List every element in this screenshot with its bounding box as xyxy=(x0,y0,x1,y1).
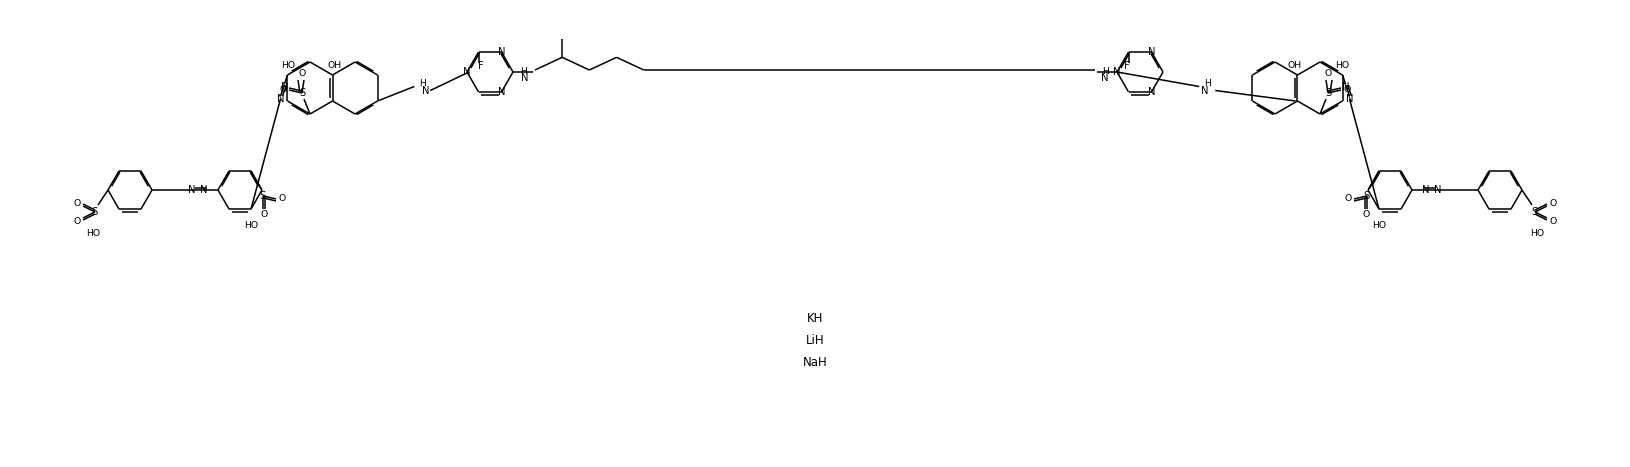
Text: N: N xyxy=(1102,73,1108,83)
Text: O: O xyxy=(1324,70,1332,78)
Text: HO: HO xyxy=(86,229,99,239)
Text: O: O xyxy=(73,217,80,226)
Text: N: N xyxy=(422,86,429,97)
Text: N: N xyxy=(1346,94,1353,104)
Text: N: N xyxy=(1434,185,1443,195)
Text: H: H xyxy=(419,79,425,88)
Text: O: O xyxy=(279,85,287,94)
Text: N: N xyxy=(1423,185,1430,195)
Text: S: S xyxy=(1364,191,1371,201)
Text: H: H xyxy=(1102,66,1110,76)
Text: N: N xyxy=(1148,47,1156,57)
Text: H: H xyxy=(1205,79,1211,88)
Text: OH: OH xyxy=(1288,61,1302,70)
Text: HO: HO xyxy=(1372,221,1386,230)
Text: O: O xyxy=(1550,198,1557,207)
Text: N: N xyxy=(200,185,207,195)
Text: KH: KH xyxy=(807,311,823,325)
Text: N: N xyxy=(187,185,196,195)
Text: N: N xyxy=(1341,82,1350,92)
Text: O: O xyxy=(1363,211,1369,219)
Text: F: F xyxy=(478,61,484,71)
Text: OH: OH xyxy=(328,61,342,70)
Text: S: S xyxy=(1532,207,1539,217)
Text: S: S xyxy=(298,88,305,98)
Text: N: N xyxy=(497,47,505,57)
Text: HO: HO xyxy=(1335,62,1350,71)
Text: N: N xyxy=(1148,87,1156,97)
Text: NaH: NaH xyxy=(802,355,828,368)
Text: O: O xyxy=(279,194,285,204)
Text: N: N xyxy=(280,82,289,92)
Text: O: O xyxy=(1345,194,1351,204)
Text: O: O xyxy=(73,198,80,207)
Text: O: O xyxy=(261,211,267,219)
Text: N: N xyxy=(1201,86,1208,97)
Text: HO: HO xyxy=(280,62,295,71)
Text: N: N xyxy=(1113,67,1121,77)
Text: N: N xyxy=(277,94,284,104)
Text: HO: HO xyxy=(1531,229,1544,239)
Text: HO: HO xyxy=(244,221,258,230)
Text: O: O xyxy=(1550,217,1557,226)
Text: F: F xyxy=(1123,61,1130,71)
Text: O: O xyxy=(298,70,306,78)
Text: S: S xyxy=(91,207,98,217)
Text: N: N xyxy=(522,73,528,83)
Text: S: S xyxy=(259,191,266,201)
Text: S: S xyxy=(1325,88,1332,98)
Text: N: N xyxy=(463,67,471,77)
Text: H: H xyxy=(520,66,528,76)
Text: N: N xyxy=(497,87,505,97)
Text: LiH: LiH xyxy=(805,333,825,347)
Text: O: O xyxy=(1343,85,1351,94)
